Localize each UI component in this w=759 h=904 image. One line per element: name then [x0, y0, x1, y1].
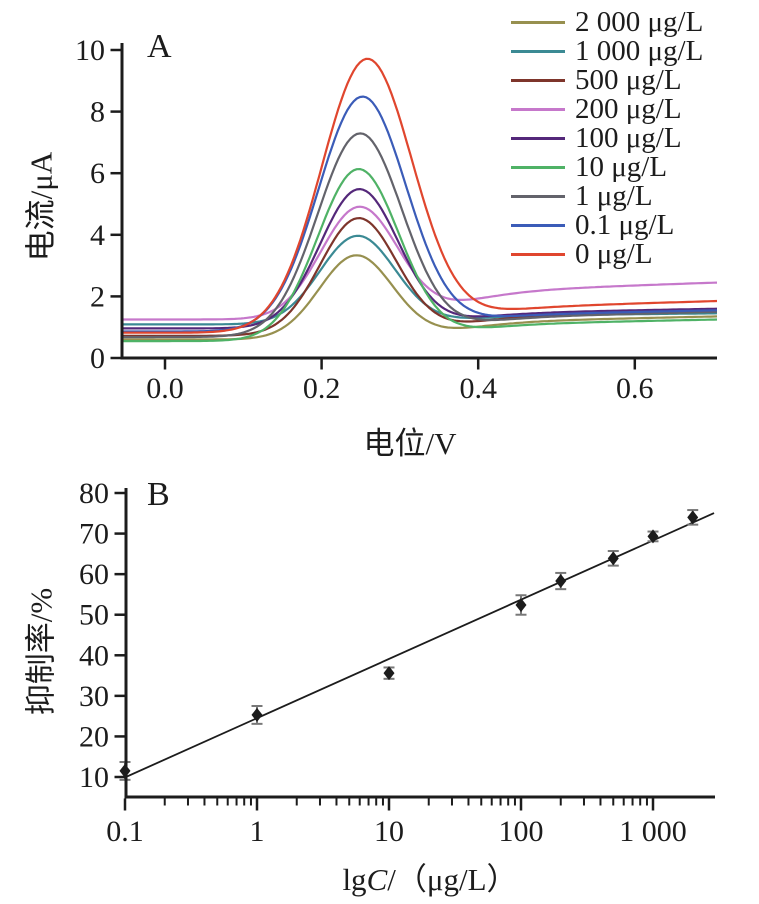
- panel-b-x-axis-label-symbol: C: [366, 862, 388, 897]
- y-tick-label: 50: [79, 599, 109, 632]
- legend-label: 1 μg/L: [575, 180, 653, 212]
- legend-color-swatch: [511, 224, 565, 227]
- x-tick-label: 0.0: [146, 372, 184, 405]
- panel-b-y-axis: 10 20 30 40 50 60 70 80: [79, 477, 125, 794]
- x-tick-label: 1 000: [619, 815, 687, 848]
- legend-item: 2 000 μg/L: [511, 8, 703, 37]
- legend-item: 1 000 μg/L: [511, 37, 703, 66]
- panel-b: 0.1 1 10 100 1 000 10 20 30 40 50 60 70 80: [79, 477, 715, 848]
- y-tick-label: 10: [79, 761, 109, 794]
- data-point-diamond: [607, 551, 619, 566]
- curve-10-μg/L: [121, 168, 718, 343]
- panel-a-legend: 2 000 μg/L 1 000 μg/L 500 μg/L 200 μg/L 100 …: [511, 8, 703, 269]
- x-tick-label: 0.1: [106, 815, 144, 848]
- legend-color-swatch: [511, 137, 565, 140]
- legend-label: 0 μg/L: [575, 238, 653, 270]
- panel-b-x-axis-label-suffix: /（μg/L）: [387, 862, 518, 897]
- y-tick-label: 40: [79, 639, 109, 672]
- calibration-fit-line: [124, 512, 715, 779]
- legend-item: 1 μg/L: [511, 182, 703, 211]
- x-tick-label: 1: [250, 815, 265, 848]
- data-point-diamond: [687, 510, 699, 525]
- y-tick-label: 10: [75, 34, 105, 67]
- legend-item: 100 μg/L: [511, 124, 703, 153]
- panel-b-letter: B: [147, 476, 170, 513]
- legend-color-swatch: [511, 108, 565, 111]
- panel-b-y-axis-label: 抑制率/%: [23, 587, 59, 716]
- curve-1-μg/L: [121, 132, 718, 339]
- legend-label: 2 000 μg/L: [575, 6, 704, 38]
- y-tick-label: 20: [79, 720, 109, 753]
- legend-label: 500 μg/L: [575, 64, 682, 96]
- y-tick-label: 8: [90, 96, 105, 129]
- panel-b-axes-spines: [124, 488, 715, 799]
- y-tick-label: 4: [90, 219, 105, 252]
- legend-label: 200 μg/L: [575, 93, 682, 125]
- legend-item: 0.1 μg/L: [511, 211, 703, 240]
- panel-a-x-axis-label: 电位/V: [363, 426, 457, 461]
- legend-color-swatch: [511, 166, 565, 169]
- legend-label: 0.1 μg/L: [575, 209, 675, 241]
- y-tick-label: 70: [79, 518, 109, 551]
- panel-b-x-axis-label: lgC/（μg/L）: [255, 854, 605, 899]
- y-tick-label: 0: [90, 342, 105, 375]
- x-tick-label: 100: [499, 815, 544, 848]
- data-point-diamond: [515, 597, 527, 612]
- y-tick-label: 30: [79, 680, 109, 713]
- x-tick-label: 10: [374, 815, 404, 848]
- legend-label: 10 μg/L: [575, 151, 668, 183]
- panel-b-x-axis: 0.1 1 10 100 1 000: [106, 798, 687, 848]
- data-point-diamond: [383, 666, 395, 681]
- legend-item: 0 μg/L: [511, 240, 703, 269]
- legend-color-swatch: [511, 50, 565, 53]
- legend-item: 10 μg/L: [511, 153, 703, 182]
- panel-a-y-axis-label: 电流/μA: [23, 151, 59, 262]
- data-point-diamond: [251, 707, 263, 722]
- curve-0-μg/L: [121, 57, 718, 334]
- x-tick-label: 0.6: [616, 372, 654, 405]
- legend-label: 1 000 μg/L: [575, 35, 704, 67]
- panel-a-letter: A: [147, 28, 172, 65]
- data-point-diamond: [555, 574, 567, 589]
- panel-a-curves: [121, 57, 718, 343]
- y-tick-label: 6: [90, 157, 105, 190]
- panel-b-data-points: [119, 509, 699, 781]
- legend-item: 500 μg/L: [511, 66, 703, 95]
- y-tick-label: 60: [79, 558, 109, 591]
- x-tick-label: 0.4: [459, 372, 497, 405]
- legend-color-swatch: [511, 79, 565, 82]
- data-point-diamond: [647, 529, 659, 544]
- panel-a-axes-spines: [120, 43, 717, 360]
- y-tick-label: 2: [90, 280, 105, 313]
- panel-b-x-axis-label-prefix: lg: [342, 862, 367, 897]
- legend-item: 200 μg/L: [511, 95, 703, 124]
- panel-a: 0.0 0.2 0.4 0.6 0 2 4 6 8 10: [75, 34, 718, 405]
- y-tick-label: 80: [79, 477, 109, 510]
- legend-label: 100 μg/L: [575, 122, 682, 154]
- panel-a-y-axis: 0 2 4 6 8 10: [75, 34, 121, 375]
- panel-a-x-axis: 0.0 0.2 0.4 0.6: [146, 359, 654, 405]
- x-tick-label: 0.2: [303, 372, 341, 405]
- legend-color-swatch: [511, 253, 565, 256]
- legend-color-swatch: [511, 195, 565, 198]
- legend-color-swatch: [511, 21, 565, 24]
